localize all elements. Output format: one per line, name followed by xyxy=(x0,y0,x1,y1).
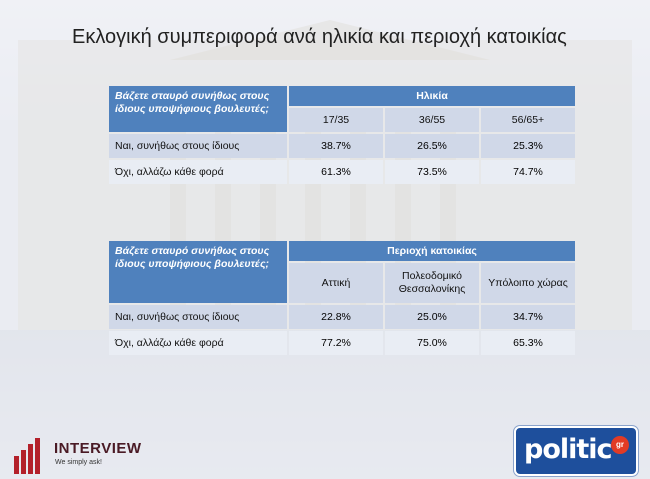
group-header: Περιοχή κατοικίας xyxy=(289,241,575,261)
table-row: Όχι, αλλάζω κάθε φορά 77.2% 75.0% 65.3% xyxy=(109,331,575,355)
row-label: Ναι, συνήθως στους ίδιους xyxy=(109,305,287,329)
data-cell: 74.7% xyxy=(481,160,575,184)
data-cell: 25.0% xyxy=(385,305,479,329)
age-table: Βάζετε σταυρό συνήθως στους ίδιους υποψή… xyxy=(107,84,577,186)
data-cell: 65.3% xyxy=(481,331,575,355)
interview-logo: INTERVIEW We simply ask! xyxy=(14,438,174,478)
page-title: Εκλογική συμπεριφορά ανά ηλικία και περι… xyxy=(72,26,567,48)
data-cell: 77.2% xyxy=(289,331,383,355)
data-cell: 25.3% xyxy=(481,134,575,158)
data-cell: 61.3% xyxy=(289,160,383,184)
interview-tagline: We simply ask! xyxy=(55,459,102,466)
data-cell: 75.0% xyxy=(385,331,479,355)
row-label: Όχι, αλλάζω κάθε φορά xyxy=(109,160,287,184)
data-cell: 38.7% xyxy=(289,134,383,158)
group-header: Ηλικία xyxy=(289,86,575,106)
column-header: Αττική xyxy=(289,263,383,303)
row-label: Ναι, συνήθως στους ίδιους xyxy=(109,134,287,158)
table-row: Ναι, συνήθως στους ίδιους 22.8% 25.0% 34… xyxy=(109,305,575,329)
region-table: Βάζετε σταυρό συνήθως στους ίδιους υποψή… xyxy=(107,239,577,357)
data-cell: 22.8% xyxy=(289,305,383,329)
interview-name: INTERVIEW xyxy=(54,440,142,457)
data-cell: 34.7% xyxy=(481,305,575,329)
column-header: 56/65+ xyxy=(481,108,575,132)
column-header: Υπόλοιπο χώρας xyxy=(481,263,575,303)
column-header: Πολεοδομικό Θεσσαλονίκης xyxy=(385,263,479,303)
politic-logo: politic gr xyxy=(514,426,638,476)
row-label: Όχι, αλλάζω κάθε φορά xyxy=(109,331,287,355)
column-header: 17/35 xyxy=(289,108,383,132)
data-cell: 26.5% xyxy=(385,134,479,158)
table-row: Όχι, αλλάζω κάθε φορά 61.3% 73.5% 74.7% xyxy=(109,160,575,184)
politic-name: politic xyxy=(524,434,613,465)
question-cell: Βάζετε σταυρό συνήθως στους ίδιους υποψή… xyxy=(109,241,287,303)
question-cell: Βάζετε σταυρό συνήθως στους ίδιους υποψή… xyxy=(109,86,287,132)
data-cell: 73.5% xyxy=(385,160,479,184)
table-row: Ναι, συνήθως στους ίδιους 38.7% 26.5% 25… xyxy=(109,134,575,158)
gr-badge: gr xyxy=(611,436,629,454)
column-header: 36/55 xyxy=(385,108,479,132)
